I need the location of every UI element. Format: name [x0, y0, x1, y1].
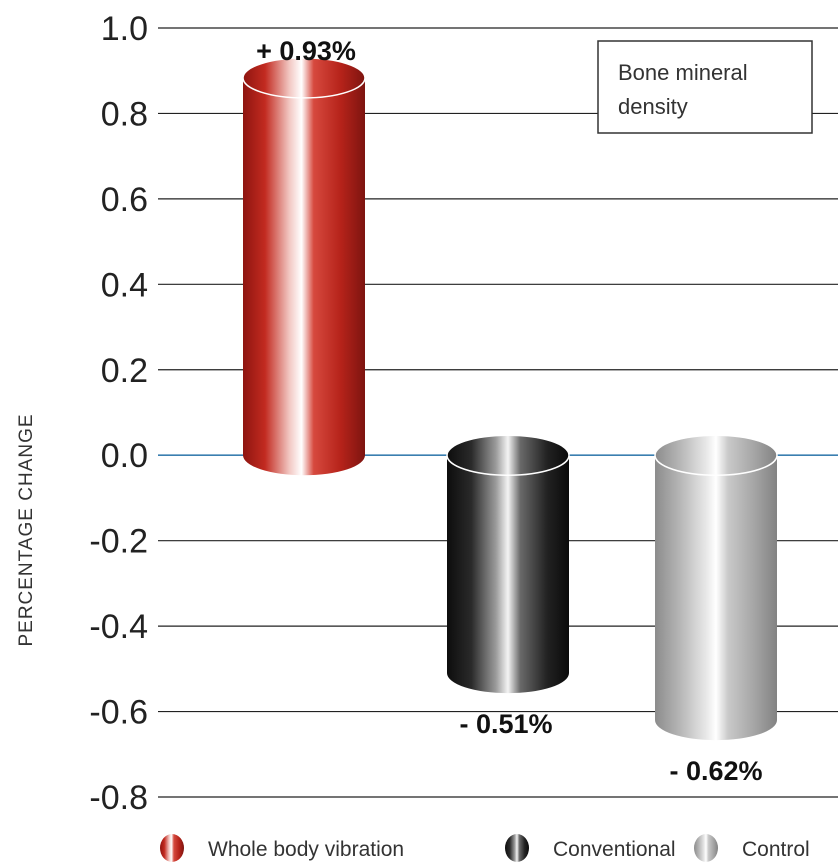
y-tick-label: -0.4	[89, 608, 148, 646]
y-tick-label: -0.2	[89, 523, 148, 561]
legend-item-conventional: Conventional	[505, 834, 676, 862]
y-tick-label: -0.8	[89, 779, 148, 817]
bars	[242, 57, 778, 741]
data-label: - 0.51%	[459, 709, 552, 739]
data-labels: + 0.93% - 0.51% - 0.62%	[256, 36, 762, 786]
bar-conventional	[446, 434, 570, 694]
bar-top	[446, 434, 570, 476]
y-tick-label: 0.0	[101, 437, 148, 475]
legend-label: Whole body vibration	[208, 838, 404, 861]
bar-body	[243, 77, 365, 476]
y-tick-label: -0.6	[89, 694, 148, 732]
legend: Whole body vibration Conventional Control	[160, 834, 810, 862]
y-axis-label: PERCENTAGE CHANGE	[16, 413, 37, 646]
y-tick-label: 0.6	[101, 181, 148, 219]
bar-top	[654, 434, 778, 476]
y-tick-label: 0.4	[101, 266, 148, 304]
bar-whole-body-vibration	[242, 57, 366, 476]
legend-label: Conventional	[553, 838, 676, 861]
bar-body	[447, 455, 569, 694]
bar-control	[654, 434, 778, 741]
bar-body	[655, 455, 777, 741]
legend-label: Control	[742, 838, 810, 861]
annotation-box: Bone mineral density	[597, 40, 813, 134]
legend-swatch	[694, 834, 718, 862]
bar-top	[242, 57, 366, 99]
y-tick-labels: 1.0 0.8 0.6 0.4 0.2 0.0 -0.2 -0.4 -0.6 -0.8	[89, 10, 148, 817]
legend-item-whole-body-vibration: Whole body vibration	[160, 834, 404, 862]
data-label: + 0.93%	[256, 36, 356, 66]
y-tick-label: 0.2	[101, 352, 148, 390]
data-label: - 0.62%	[669, 756, 762, 786]
legend-item-control: Control	[694, 834, 810, 862]
y-tick-label: 1.0	[101, 10, 148, 48]
annotation-frame	[597, 40, 813, 134]
y-tick-label: 0.8	[101, 95, 148, 133]
legend-swatch	[160, 834, 184, 862]
annotation-line-2: density	[618, 94, 688, 119]
legend-swatch	[505, 834, 529, 862]
annotation-line-1: Bone mineral	[618, 60, 748, 85]
